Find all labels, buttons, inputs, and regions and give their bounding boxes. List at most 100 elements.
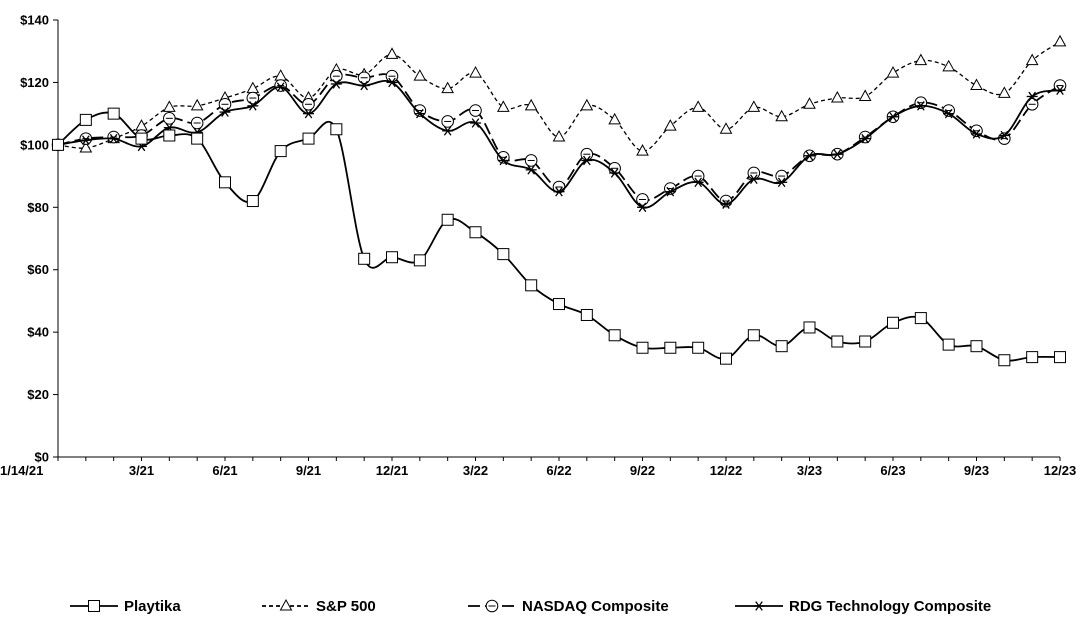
- data-point: [302, 132, 315, 145]
- data-point: [997, 86, 1011, 98]
- data-point: [357, 71, 371, 85]
- data-point: [247, 101, 259, 111]
- legend-marker: [279, 598, 293, 611]
- x-tick-label: 3/21: [129, 463, 154, 478]
- y-tick-label: $120: [20, 75, 49, 90]
- data-point: [719, 122, 733, 134]
- data-point: [747, 166, 761, 180]
- data-point: [442, 126, 454, 136]
- legend-label: NASDAQ Composite: [522, 598, 669, 615]
- data-point: [970, 340, 983, 353]
- data-point: [858, 89, 872, 101]
- data-point: [664, 186, 676, 197]
- data-point: [108, 133, 120, 144]
- data-point: [887, 316, 899, 329]
- data-point: [524, 98, 538, 111]
- data-point: [441, 213, 454, 226]
- legend-item-nasdaq-composite: NASDAQ Composite: [468, 598, 669, 615]
- data-point: [135, 132, 148, 145]
- data-point: [191, 132, 204, 145]
- x-tick-label: 9/23: [964, 463, 989, 478]
- x-tick-label: 6/22: [546, 463, 571, 478]
- legend-item-rdg-technology-composite: RDG Technology Composite: [735, 598, 991, 615]
- data-point: [190, 98, 204, 111]
- data-point: [302, 97, 315, 111]
- data-point: [135, 119, 148, 131]
- data-point: [636, 341, 649, 354]
- data-point: [663, 119, 677, 131]
- data-point: [859, 335, 872, 348]
- series-layer: [51, 34, 1067, 367]
- data-point: [470, 118, 481, 128]
- data-point: [636, 193, 649, 206]
- data-point: [218, 97, 232, 111]
- data-point: [691, 169, 705, 183]
- data-point: [1026, 91, 1038, 102]
- data-point: [386, 251, 398, 264]
- data-point: [497, 248, 510, 261]
- data-point: [943, 108, 955, 119]
- data-point: [246, 195, 259, 208]
- x-tick-label: 6/21: [212, 463, 237, 478]
- data-point: [942, 59, 956, 72]
- data-point: [970, 78, 983, 91]
- data-point: [608, 329, 621, 342]
- data-point: [219, 107, 231, 117]
- data-point: [553, 298, 565, 311]
- data-point: [413, 69, 427, 81]
- x-tick-label: 1/14/21: [0, 463, 43, 478]
- data-point: [831, 335, 844, 348]
- data-point: [162, 100, 176, 112]
- data-point: [580, 308, 593, 321]
- data-point: [803, 97, 816, 109]
- data-point: [692, 177, 704, 188]
- data-point: [330, 69, 343, 83]
- data-point: [914, 53, 928, 66]
- data-point: [79, 132, 93, 145]
- legend-item-s-p-500: S&P 500: [262, 598, 376, 615]
- x-tick-label: 3/22: [463, 463, 488, 478]
- data-point: [1053, 34, 1067, 47]
- data-point: [915, 101, 927, 111]
- data-point: [469, 226, 482, 239]
- data-point: [303, 108, 314, 119]
- data-point: [804, 150, 815, 161]
- data-point: [664, 341, 677, 354]
- data-point: [469, 104, 482, 117]
- data-point: [914, 312, 927, 325]
- legend-label: Playtika: [124, 598, 181, 615]
- x-tick-label: 12/22: [710, 463, 743, 478]
- data-point: [274, 145, 287, 158]
- legend-marker: [753, 601, 765, 611]
- x-tick-label: 9/21: [296, 463, 321, 478]
- y-tick-label: $0: [35, 450, 49, 465]
- data-point: [830, 90, 844, 103]
- x-tick-label: 3/23: [797, 463, 822, 478]
- data-point: [469, 66, 482, 78]
- data-point: [80, 135, 92, 145]
- data-point: [219, 176, 231, 189]
- data-point: [52, 138, 64, 151]
- y-tick-label: $60: [27, 262, 49, 277]
- data-point: [413, 254, 426, 267]
- data-point: [330, 123, 343, 136]
- legend: Playtika S&P 500 NASDAQ Composite RDG Techn…: [70, 598, 991, 615]
- data-point: [803, 321, 816, 334]
- data-point: [580, 147, 594, 161]
- x-tick-label: 9/22: [630, 463, 655, 478]
- data-point: [775, 109, 789, 122]
- series-line: [57, 111, 1061, 362]
- data-point: [886, 66, 900, 78]
- data-point: [831, 149, 843, 160]
- data-point: [552, 130, 566, 142]
- data-point: [720, 352, 732, 365]
- data-point: [636, 144, 649, 156]
- data-point: [385, 47, 399, 59]
- data-point: [107, 107, 120, 120]
- data-point: [163, 112, 176, 125]
- data-point: [441, 115, 454, 128]
- data-point: [358, 80, 370, 91]
- data-point: [274, 69, 288, 81]
